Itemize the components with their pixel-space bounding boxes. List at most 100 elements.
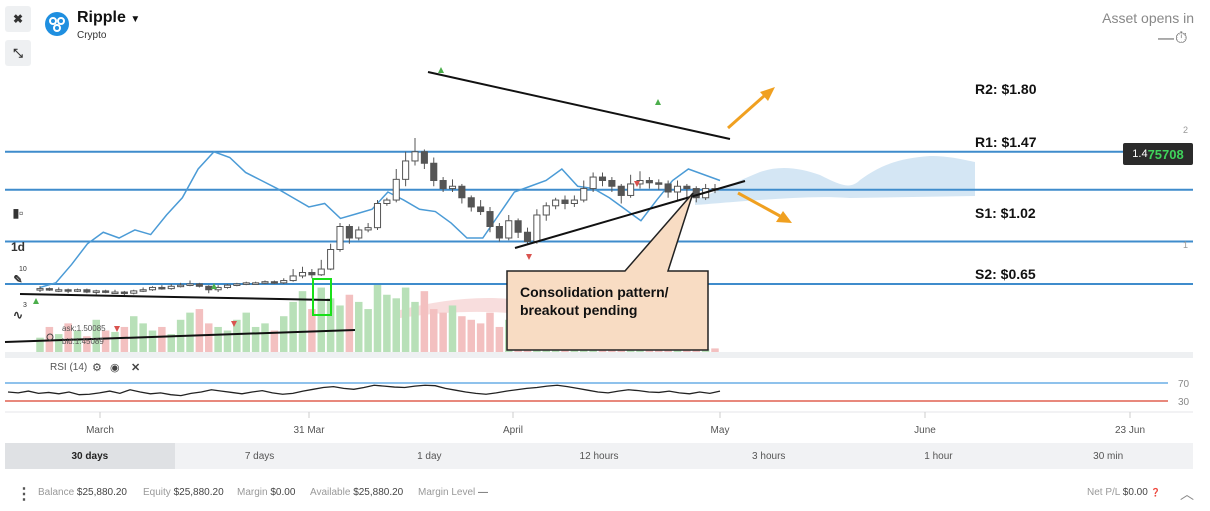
volume-bar — [401, 287, 410, 352]
x-tick-label: March — [86, 425, 114, 436]
old-upper-trend — [19, 293, 331, 301]
volume-bar — [345, 294, 354, 352]
margin-level: Margin Level — — [418, 487, 488, 498]
available-label: Available — [310, 487, 351, 498]
candle — [130, 289, 138, 295]
callout-box — [506, 192, 709, 351]
x-tick-label: May — [711, 425, 730, 436]
volume-bar — [476, 323, 485, 352]
candle — [139, 287, 147, 293]
candle — [261, 280, 269, 284]
volume-bar — [317, 287, 325, 352]
balance: Balance $25,880.20 — [38, 487, 127, 498]
candle — [345, 224, 353, 244]
indicators-button[interactable]: ∿ 3 — [5, 302, 31, 328]
candles-icon: ▮▫ — [12, 206, 24, 220]
volume-bar — [458, 316, 466, 352]
price-prefix: 1.4 — [1132, 148, 1148, 160]
candle — [308, 269, 316, 279]
volume-bar — [214, 326, 222, 352]
timeframe-30-days[interactable]: 30 days — [5, 443, 175, 469]
volume-bar — [148, 330, 157, 352]
chevron-up-icon[interactable]: ︿ — [1180, 486, 1194, 502]
help-icon[interactable]: ❓ — [1150, 488, 1161, 497]
close-icon[interactable]: ✕ — [131, 362, 140, 374]
candle — [636, 171, 644, 189]
candle — [645, 177, 653, 189]
arrow-head-icon — [760, 87, 775, 101]
x-tick-label: April — [503, 425, 523, 436]
candle — [242, 281, 250, 286]
timeframe-30-min[interactable]: 30 min — [1093, 450, 1124, 462]
candle — [373, 200, 382, 230]
candle — [186, 280, 194, 287]
down-marker — [634, 181, 640, 187]
volume-bar — [411, 301, 419, 352]
gear-icon[interactable]: ⚙ — [92, 362, 102, 374]
timeframe-12-hours[interactable]: 12 hours — [579, 450, 619, 462]
y-axis: 21 — [1183, 125, 1188, 250]
margin-label: Margin — [237, 487, 268, 498]
chevron-down-icon: ▼ — [130, 14, 141, 25]
candle — [420, 149, 428, 169]
arrow-head-icon — [776, 211, 792, 223]
candle — [120, 290, 128, 296]
equity: Equity $25,880.20 — [143, 487, 224, 498]
overlay-line — [39, 150, 721, 289]
indicators-icon: ∿ — [12, 308, 24, 322]
candle — [364, 223, 372, 233]
minimize-button[interactable]: — — [1158, 30, 1174, 47]
up-marker — [211, 283, 217, 289]
chart-type-button[interactable]: ▮▫ — [5, 200, 31, 226]
candle — [177, 282, 185, 288]
close-chart-button[interactable]: ✖ — [5, 6, 31, 32]
net-pl-label: Net P/L — [1087, 487, 1120, 498]
timeframe-1-day[interactable]: 1 day — [417, 450, 442, 462]
volume-bar — [430, 309, 438, 352]
indicator-count: 10 — [19, 266, 27, 273]
volume-bar — [420, 291, 429, 352]
collapse-button[interactable]: ⤡ — [5, 40, 31, 66]
candle — [552, 197, 560, 210]
volume-bar — [270, 330, 279, 352]
candle — [402, 151, 410, 187]
candle — [280, 278, 288, 284]
candle — [92, 289, 100, 295]
menu-dots-icon[interactable]: ⋮ — [16, 486, 32, 503]
candle — [233, 282, 241, 287]
volume-bar — [373, 284, 382, 352]
candle — [111, 289, 119, 295]
rsi-upper-label: 70 — [1178, 379, 1190, 390]
breakout-up-arrow — [727, 94, 765, 130]
timeframe-7-days[interactable]: 7 days — [244, 450, 275, 462]
trend-lines — [4, 71, 746, 343]
candle — [580, 180, 588, 203]
interval-button[interactable]: 1d — [5, 234, 31, 260]
rsi-panel-separator — [5, 352, 1193, 358]
candle — [664, 180, 672, 198]
candle — [570, 195, 578, 207]
down-marker — [114, 326, 120, 332]
volume-bar — [120, 326, 129, 352]
timeframe-1-hour[interactable]: 1 hour — [924, 450, 953, 462]
candle — [223, 284, 232, 289]
x-axis: March 31 Mar April May June 23 Jun — [86, 412, 1145, 436]
draw-tool-button[interactable]: ✎ 10 — [5, 266, 31, 292]
interval-label: 1d — [10, 240, 25, 254]
timeframe-3-hours[interactable]: 3 hours — [752, 450, 786, 462]
price-chart[interactable]: 21 70 30 RSI (14) ⚙ ◉ ✕ March 31 Mar April… — [0, 0, 1210, 440]
bid-label: bid:1.45089 — [62, 337, 104, 346]
close-icon: ✖ — [12, 12, 24, 26]
net-pl-value: $0.00 — [1122, 487, 1148, 498]
net-pl: Net P/L $0.00 ❓ — [1087, 487, 1161, 498]
candle — [448, 179, 457, 192]
candle — [317, 259, 325, 276]
volume-bar — [55, 334, 63, 352]
sub-count: 3 — [23, 302, 27, 309]
asset-name[interactable]: Ripple ▼ — [77, 9, 140, 27]
eye-icon[interactable]: ◉ — [110, 362, 120, 374]
candle — [542, 202, 550, 221]
timer-icon[interactable]: ⏱ — [1175, 30, 1188, 47]
volume-bar — [186, 312, 194, 352]
up-marker — [438, 67, 444, 73]
